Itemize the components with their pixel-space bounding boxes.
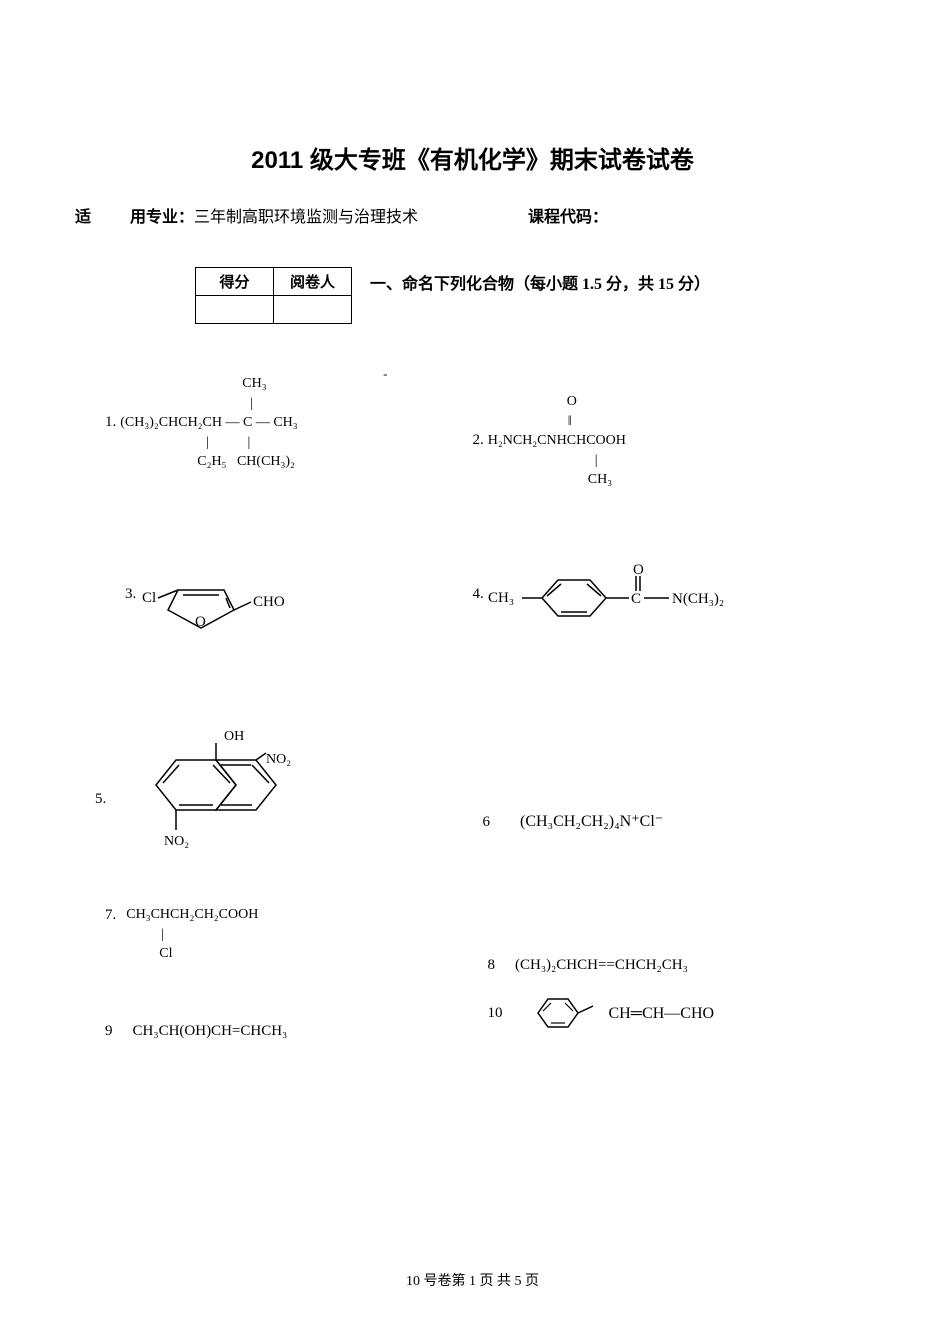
question-3: 3. Cl O CHO: [75, 560, 473, 630]
q7-number: 7.: [105, 907, 116, 924]
q1-line4: | |: [120, 433, 297, 453]
question-6: 6 (CH₃CH₂CH₂)₄N⁺Cl⁻: [483, 770, 871, 875]
q2-number: 2.: [473, 432, 484, 449]
score-col1-value: [196, 296, 274, 324]
q8-number: 8: [488, 957, 496, 974]
q3-cl-label: Cl: [142, 590, 156, 606]
exam-title: 2011 级大专班《有机化学》期末试卷试卷: [75, 140, 870, 175]
q1-line5: C₂H₅ CH(CH₃)₂: [120, 452, 297, 472]
q2-line2: ‖: [488, 412, 626, 432]
q1-line2: |: [120, 394, 297, 414]
question-5: 5. OH NO₂: [95, 725, 483, 875]
q5-naphthol-icon: OH NO₂ NO₂: [106, 725, 306, 875]
questions-area: - 1. CH₃ | (CH₃)₂CHCH₂CH — C — CH₃ | | C…: [75, 374, 870, 1042]
major-value: 三年制高职环境监测与治理技术: [194, 209, 418, 226]
section-header: 得分 阅卷人 一、命名下列化合物（每小题 1.5 分，共 15 分）: [195, 267, 870, 324]
q3-number: 3.: [125, 586, 136, 603]
question-9: 9 CH₃CH(OH)CH=CHCH₃: [105, 1021, 488, 1042]
question-2: 2. O ‖ H₂NCH₂CNHCHCOOH | CH₃: [473, 392, 871, 490]
question-8: 8 (CH₃)₂CHCH==CHCH₂CH₃: [488, 955, 871, 976]
subtitle-row: 适 用专业：三年制高职环境监测与治理技术 课程代码：: [75, 203, 870, 227]
question-7: 7. CH₃CHCH₂CH₂COOH | Cl: [105, 905, 488, 976]
question-10: 10 CH═CH—CHO: [488, 986, 871, 1042]
q1-number: 1.: [105, 414, 116, 431]
score-table: 得分 阅卷人: [195, 267, 352, 324]
course-code-label: 课程代码：: [528, 203, 608, 227]
svg-text:OH: OH: [224, 729, 244, 744]
q10-formula: CH═CH—CHO: [609, 1003, 715, 1025]
q6-formula: (CH₃CH₂CH₂)₄N⁺Cl⁻: [520, 811, 663, 833]
q2-line4: |: [488, 451, 626, 471]
q1-line1: CH₃: [120, 374, 297, 394]
svg-text:CH₃: CH₃: [488, 590, 514, 606]
q10-number: 10: [488, 1005, 503, 1022]
question-row-9-10: 9 CH₃CH(OH)CH=CHCH₃ 10 CH═CH—CHO: [75, 986, 870, 1042]
question-row-7-8: 7. CH₃CHCH₂CH₂COOH | Cl 8 (CH₃)₂CHCH==CH…: [75, 905, 870, 976]
q7-structure: CH₃CHCH₂CH₂COOH | Cl: [126, 905, 258, 964]
q1-structure: CH₃ | (CH₃)₂CHCH₂CH — C — CH₃ | | C₂H₅ C…: [120, 374, 297, 472]
section-title: 一、命名下列化合物（每小题 1.5 分，共 15 分）: [370, 267, 710, 294]
q3-cho-label: CHO: [253, 594, 285, 610]
svg-text:C: C: [631, 591, 641, 607]
q7-line3: Cl: [126, 944, 258, 964]
q9-formula: CH₃CH(OH)CH=CHCH₃: [133, 1021, 288, 1042]
q2-line5: CH₃: [488, 470, 626, 490]
question-1: - 1. CH₃ | (CH₃)₂CHCH₂CH — C — CH₃ | | C…: [75, 374, 473, 490]
q3-furan-icon: Cl O CHO: [136, 560, 296, 630]
svg-text:NO₂: NO₂: [266, 752, 291, 767]
q4-number: 4.: [473, 586, 484, 603]
major-label: 用专业：: [130, 209, 194, 226]
q6-number: 6: [483, 814, 491, 831]
svg-text:NO₂: NO₂: [164, 834, 189, 849]
minus-mark: -: [383, 366, 387, 382]
question-row-1-2: - 1. CH₃ | (CH₃)₂CHCH₂CH — C — CH₃ | | C…: [75, 374, 870, 490]
svg-text:O: O: [633, 562, 644, 578]
q8-formula: (CH₃)₂CHCH==CHCH₂CH₃: [515, 955, 688, 976]
score-col1-header: 得分: [196, 268, 274, 296]
score-col2-header: 阅卷人: [274, 268, 352, 296]
question-4: 4. CH₃ C O N(CH₃)₂: [473, 560, 871, 630]
subtitle-major: 用专业：三年制高职环境监测与治理技术: [130, 203, 418, 227]
q7-line1: CH₃CHCH₂CH₂COOH: [126, 905, 258, 925]
q5-number: 5.: [95, 791, 106, 808]
subtitle-prefix: 适: [75, 203, 130, 227]
q10-benzene-icon: [523, 991, 593, 1036]
q2-line1: O: [488, 392, 626, 412]
q4-benzamide-icon: CH₃ C O N(CH₃)₂: [484, 560, 764, 630]
question-row-5-6: 5. OH NO₂: [75, 725, 870, 875]
q2-structure: O ‖ H₂NCH₂CNHCHCOOH | CH₃: [488, 392, 626, 490]
svg-text:N(CH₃)₂: N(CH₃)₂: [672, 591, 724, 607]
score-col2-value: [274, 296, 352, 324]
q7-line2: |: [126, 925, 258, 945]
q1-line3: (CH₃)₂CHCH₂CH — C — CH₃: [120, 413, 297, 433]
q9-number: 9: [105, 1023, 113, 1040]
q2-line3: H₂NCH₂CNHCHCOOH: [488, 431, 626, 451]
question-row-3-4: 3. Cl O CHO 4.: [75, 560, 870, 630]
svg-text:O: O: [195, 614, 206, 630]
page-footer: 10 号卷第 1 页 共 5 页: [0, 1270, 945, 1290]
